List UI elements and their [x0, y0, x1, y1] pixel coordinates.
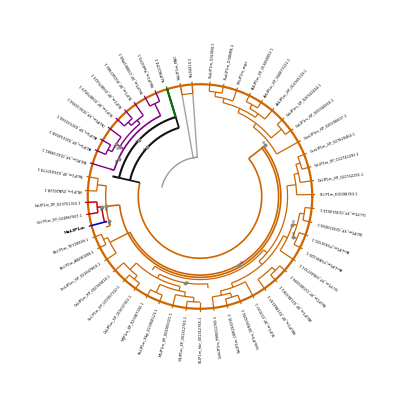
Text: MaLIP1m_PadGCP4.1: MaLIP1m_PadGCP4.1 — [137, 52, 155, 88]
Text: CcaLIP1m_XP_027820464.1: CcaLIP1m_XP_027820464.1 — [310, 132, 357, 154]
Text: PaLIP1m_XP_026410779.1: PaLIP1m_XP_026410779.1 — [36, 166, 83, 178]
Text: CcLIP1m_XP_024987507.1: CcLIP1m_XP_024987507.1 — [36, 213, 83, 224]
Text: SiLIP1m_hbr_001312765.1: SiLIP1m_hbr_001312765.1 — [198, 316, 202, 363]
Text: AdLIP1m_XP_044873122.1: AdLIP1m_XP_044873122.1 — [263, 56, 292, 98]
Text: GosLIP1m_XP_020206607.1: GosLIP1m_XP_020206607.1 — [303, 113, 348, 141]
Text: OsLIP1m_XP_015633394.1: OsLIP1m_XP_015633394.1 — [66, 95, 106, 127]
Text: 81: 81 — [115, 160, 119, 163]
Text: SaLIP1m_GER263291.1: SaLIP1m_GER263291.1 — [227, 312, 241, 353]
Text: PsaLIP1m_Q3LSN4.1: PsaLIP1m_Q3LSN4.1 — [208, 42, 216, 78]
Text: LaLIP1m_XP_023751310.1: LaLIP1m_XP_023751310.1 — [34, 201, 81, 207]
Text: SiLIP1m_XP_002447980.1: SiLIP1m_XP_002447980.1 — [104, 61, 133, 100]
Text: 82: 82 — [105, 208, 108, 212]
Text: CaLIP1m_XP_002365818.1: CaLIP1m_XP_002365818.1 — [73, 273, 112, 307]
Text: 84: 84 — [100, 208, 104, 212]
Text: 88: 88 — [292, 220, 295, 224]
Text: MiJP1m_XP_023467392.1: MiJP1m_XP_023467392.1 — [122, 301, 146, 342]
Text: MiLIP1m_XP_004993321.1: MiLIP1m_XP_004993321.1 — [158, 312, 173, 358]
Text: 73: 73 — [112, 145, 116, 149]
Text: SoLIP1m_XP_021957310.1: SoLIP1m_XP_021957310.1 — [88, 284, 122, 321]
Text: TaLIP962CP4.1: TaLIP962CP4.1 — [156, 57, 167, 83]
Text: AtLIP1m_XP_020533394.1: AtLIP1m_XP_020533394.1 — [56, 112, 98, 139]
Text: BeLIP1m_TEY28999.1: BeLIP1m_TEY28999.1 — [52, 237, 90, 255]
Text: McLIP1m_mgo: McLIP1m_mgo — [237, 59, 249, 84]
Text: 99: 99 — [116, 147, 120, 151]
Text: DzLIP1m_XP_022742291.1: DzLIP1m_XP_022742291.1 — [318, 171, 365, 182]
Text: SiLIP1m_XP_004879523.1: SiLIP1m_XP_004879523.1 — [78, 83, 114, 117]
Text: SiLIP1m_XP_019197.1: SiLIP1m_XP_019197.1 — [254, 301, 276, 337]
Text: MeLIP1m_XP_021864197.1: MeLIP1m_XP_021864197.1 — [267, 293, 297, 334]
Text: 99: 99 — [240, 261, 244, 265]
Text: AdLIP1m_XP_013460052.1: AdLIP1m_XP_013460052.1 — [250, 46, 275, 90]
Text: TaL04414.1: TaL04414.1 — [188, 57, 194, 78]
Text: TcLIP1m_EOG98353.1: TcLIP1m_EOG98353.1 — [319, 192, 358, 196]
Text: CaLIP1m_XP_015037302.1: CaLIP1m_XP_015037302.1 — [103, 293, 133, 334]
Text: GaLIP1m_XP_020344260.1: GaLIP1m_XP_020344260.1 — [295, 97, 336, 128]
Text: 98: 98 — [292, 232, 296, 236]
Text: AtLIP1m_XP_020154968.1: AtLIP1m_XP_020154968.1 — [48, 127, 92, 150]
Text: NiLIP1m_XP_001312765.1: NiLIP1m_XP_001312765.1 — [178, 314, 188, 361]
Text: AcnLIP1m_PSR95320.1: AcnLIP1m_PSR95320.1 — [305, 249, 343, 271]
Text: CcLIP1m_XP_023554514.1: CcLIP1m_XP_023554514.1 — [318, 207, 365, 216]
Text: SiLIP1m_XP_004875023.1: SiLIP1m_XP_004875023.1 — [90, 71, 124, 108]
Text: 95: 95 — [135, 140, 139, 144]
Text: SmLIP1m_XP_021847860.1: SmLIP1m_XP_021847860.1 — [60, 261, 102, 292]
Text: 99: 99 — [262, 141, 266, 145]
Text: HaLIP1m: HaLIP1m — [64, 225, 86, 235]
Text: GaLIP1m_XP_020641444.1: GaLIP1m_XP_020641444.1 — [286, 82, 323, 117]
Text: MiLIP1m_OVA20228.1: MiLIP1m_OVA20228.1 — [42, 186, 81, 192]
Text: CohLIP1m_PHN312765.1: CohLIP1m_PHN312765.1 — [212, 314, 222, 358]
Text: 80: 80 — [143, 148, 147, 152]
Text: CohLIP1m_GER263292.1: CohLIP1m_GER263292.1 — [241, 307, 260, 349]
Text: BdLIP1m_XP_010239981.1: BdLIP1m_XP_010239981.1 — [40, 146, 87, 163]
Text: PbLIP1m_XP_021865099.1: PbLIP1m_XP_021865099.1 — [288, 273, 326, 307]
Text: QsLIP1m_XP_023903094.1: QsLIP1m_XP_023903094.1 — [316, 221, 362, 236]
Text: AcnLIP1m_PSS16301.1: AcnLIP1m_PSS16301.1 — [311, 235, 350, 253]
Text: 61: 61 — [108, 222, 112, 226]
Text: VuLIP1m_XP_022742291.1: VuLIP1m_XP_022742291.1 — [314, 152, 361, 168]
Text: MeLIP1m_XP_021863061.1: MeLIP1m_XP_021863061.1 — [278, 284, 313, 322]
Text: RoLIP1m_Xbp_013958123.1: RoLIP1m_Xbp_013958123.1 — [138, 307, 159, 354]
Text: AdLIP1m_XP_010365118.1: AdLIP1m_XP_010365118.1 — [275, 68, 308, 107]
Text: 91: 91 — [186, 281, 190, 285]
Text: BeLIP1m_AB290099.1: BeLIP1m_AB290099.1 — [58, 249, 95, 270]
Text: MaLIP1m_PAD: MaLIP1m_PAD — [173, 55, 181, 80]
Text: PhLIP1m_XP_030862PN4.1: PhLIP1m_XP_030862PN4.1 — [118, 50, 144, 94]
Text: PsaLIP1m_D3UBM5.1: PsaLIP1m_D3UBM5.1 — [223, 43, 234, 81]
Text: CcLIP1m_XP_006447321.1: CcLIP1m_XP_006447321.1 — [298, 261, 339, 291]
